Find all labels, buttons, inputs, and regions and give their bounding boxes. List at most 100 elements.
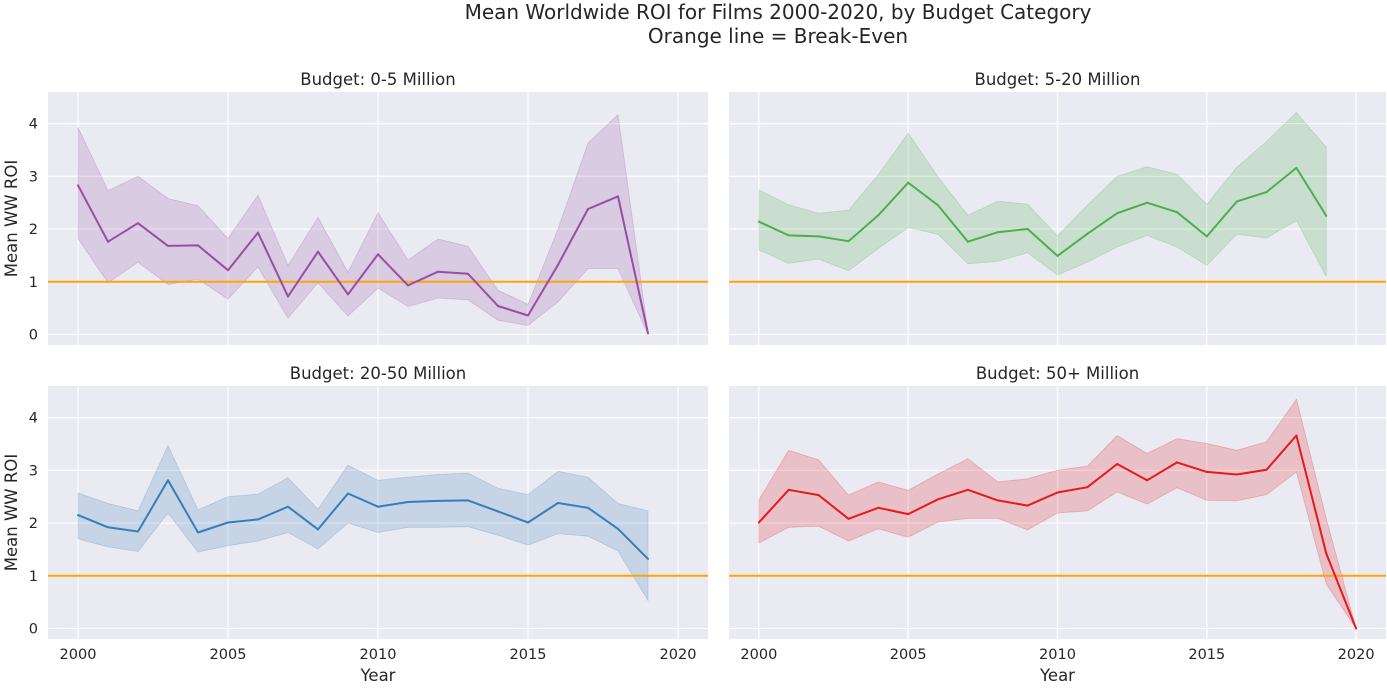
x-axis-label: Year (360, 666, 396, 685)
x-tick-label: 2015 (510, 647, 547, 663)
data-point (437, 499, 439, 502)
data-point (1175, 211, 1178, 214)
mean-roi-line (758, 166, 1328, 257)
data-point (877, 214, 880, 217)
y-tick-label: 4 (29, 117, 38, 133)
data-point (77, 514, 79, 517)
mean-roi-line (77, 184, 649, 334)
data-point (407, 284, 409, 287)
data-point (937, 204, 940, 207)
data-point (1056, 254, 1059, 257)
data-point (937, 498, 940, 501)
data-point (1325, 552, 1328, 555)
y-tick-label: 4 (29, 411, 38, 427)
figure-subtitle: Orange line = Break-Even (648, 24, 908, 48)
data-point (257, 231, 259, 234)
data-point (996, 499, 999, 502)
data-point (1056, 491, 1059, 494)
data-point (647, 557, 649, 560)
data-point (787, 234, 790, 237)
y-axis-label: Mean WW ROI (2, 160, 21, 277)
y-tick-label: 3 (29, 463, 38, 479)
data-point (557, 502, 559, 505)
data-point (1146, 479, 1149, 482)
data-point (377, 253, 379, 256)
mean-roi-line (77, 479, 649, 560)
data-point (1026, 504, 1029, 507)
x-tick-label: 2000 (60, 647, 97, 663)
panel-3: Budget: 20-50 Million 0 1 2 3 4 Mean WW ROI 200… (2, 364, 708, 685)
data-point (787, 488, 790, 491)
data-point (1295, 434, 1298, 437)
data-point (527, 521, 529, 524)
data-point (1026, 228, 1029, 231)
x-tick-label: 2015 (1188, 647, 1225, 663)
data-point (1205, 235, 1208, 238)
data-point (77, 184, 79, 187)
data-point (1086, 232, 1089, 235)
y-tick-label: 2 (29, 516, 38, 532)
panel-title: Budget: 20-50 Million (290, 364, 466, 383)
data-point (617, 195, 619, 198)
x-tick-label: 2010 (1039, 647, 1076, 663)
panel-4: Budget: 50+ Million 2000 2005 2010 2015 2020 Y… (729, 364, 1386, 685)
data-point (1146, 201, 1149, 204)
data-point (317, 250, 319, 253)
data-point (1235, 200, 1238, 203)
data-point (557, 263, 559, 266)
data-point (907, 513, 910, 516)
x-tick-label: 2005 (210, 647, 247, 663)
panel-title: Budget: 50+ Million (976, 364, 1139, 383)
panel-2: Budget: 5-20 Million (729, 70, 1386, 345)
data-point (467, 499, 469, 502)
data-point (167, 479, 169, 482)
x-tick-label: 2010 (360, 647, 397, 663)
y-tick-label: 0 (29, 327, 38, 343)
data-point (757, 521, 760, 524)
data-point (497, 510, 499, 513)
data-point (347, 293, 349, 296)
y-tick-label: 2 (29, 222, 38, 238)
x-tick-label: 2005 (890, 647, 927, 663)
data-point (817, 235, 820, 238)
y-tick-label: 0 (29, 621, 38, 637)
confidence-band (758, 112, 1327, 277)
data-point (497, 304, 499, 307)
confidence-band (77, 113, 649, 335)
data-point (1295, 166, 1298, 169)
y-tick-label: 1 (29, 569, 38, 585)
x-tick-label: 2020 (1338, 647, 1375, 663)
data-point (227, 269, 229, 272)
data-point (1116, 212, 1119, 215)
panel-1: Budget: 0-5 Million 0 1 2 3 4 Mean WW ROI (2, 70, 708, 345)
data-point (1325, 214, 1328, 217)
data-point (587, 506, 589, 509)
y-axis-label: Mean WW ROI (2, 454, 21, 571)
data-point (1235, 473, 1238, 476)
data-point (257, 518, 259, 521)
data-point (347, 492, 349, 495)
data-point (287, 295, 289, 298)
data-point (407, 500, 409, 503)
confidence-band (758, 398, 1357, 629)
data-point (966, 240, 969, 243)
y-tick-label: 3 (29, 169, 38, 185)
data-point (107, 240, 109, 243)
data-point (227, 521, 229, 524)
data-point (437, 270, 439, 273)
data-point (996, 231, 999, 234)
data-point (467, 272, 469, 275)
data-point (317, 528, 319, 531)
data-point (587, 208, 589, 211)
data-point (527, 314, 529, 317)
figure-title: Mean Worldwide ROI for Films 2000-2020, … (465, 0, 1092, 24)
panel-title: Budget: 5-20 Million (975, 70, 1141, 89)
confidence-band (77, 444, 649, 602)
data-point (617, 527, 619, 530)
data-point (1205, 470, 1208, 473)
data-point (1116, 463, 1119, 466)
panel-title: Budget: 0-5 Million (300, 70, 455, 89)
data-point (137, 222, 139, 225)
